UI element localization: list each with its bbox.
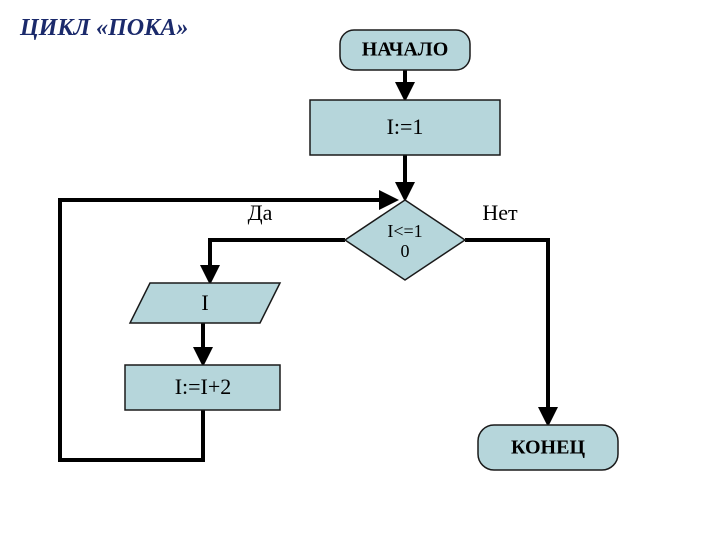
node-output: I — [130, 283, 280, 323]
label-no: Нет — [482, 200, 518, 225]
node-end: КОНЕЦ — [478, 425, 618, 470]
node-start-label: НАЧАЛО — [362, 39, 449, 61]
node-start: НАЧАЛО — [340, 30, 470, 70]
flowchart-canvas: ЦИКЛ «ПОКА» НАЧАЛО I:=1 I<=1 0 — [0, 0, 720, 540]
node-cond-label-2: 0 — [401, 241, 410, 261]
nodes: НАЧАЛО I:=1 I<=1 0 I I:=I+2 КОНЕЦ — [125, 30, 618, 470]
node-cond-label-1: I<=1 — [387, 221, 422, 241]
node-cond: I<=1 0 — [345, 200, 465, 280]
diagram-title: ЦИКЛ «ПОКА» — [19, 15, 188, 41]
node-init-label: I:=1 — [387, 114, 424, 139]
node-init: I:=1 — [310, 100, 500, 155]
label-yes: Да — [248, 200, 273, 225]
node-output-label: I — [201, 290, 208, 315]
node-increment-label: I:=I+2 — [175, 374, 232, 399]
node-end-label: КОНЕЦ — [511, 437, 585, 459]
node-increment: I:=I+2 — [125, 365, 280, 410]
